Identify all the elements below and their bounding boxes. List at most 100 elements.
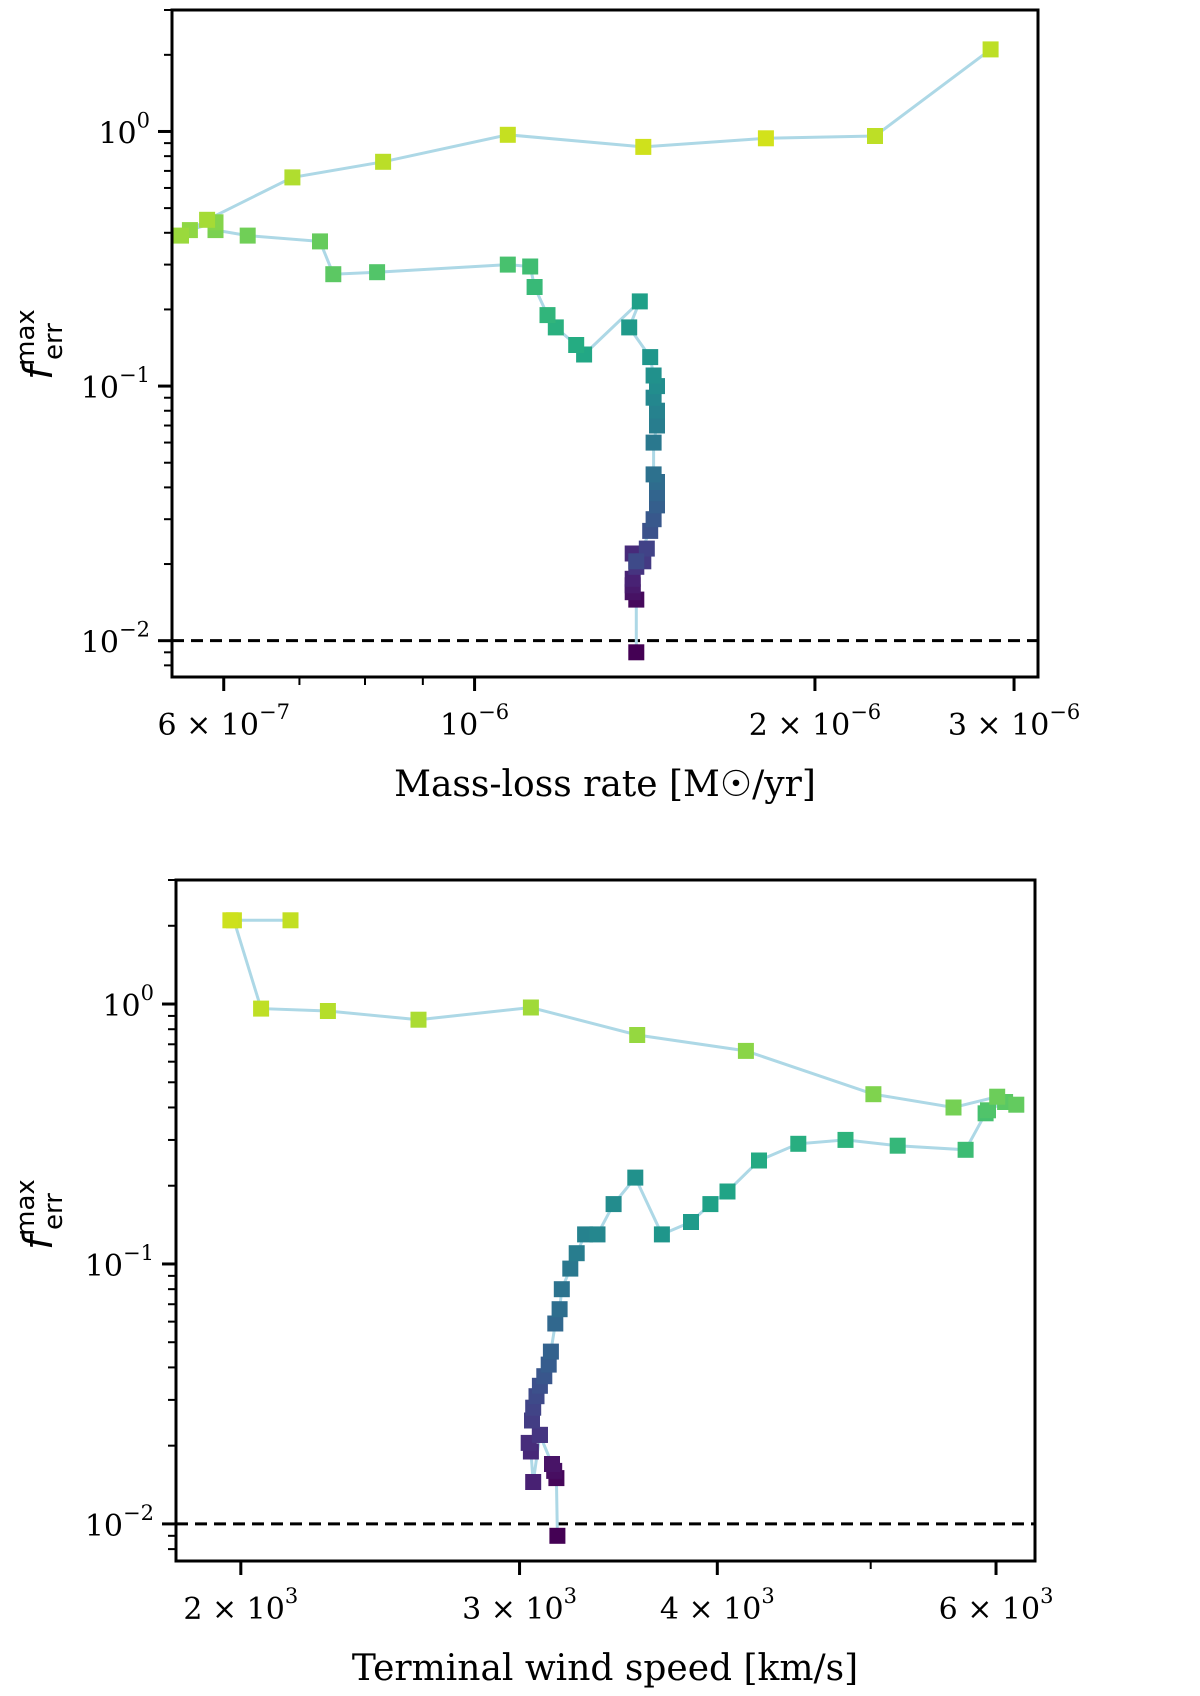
data-point bbox=[531, 1426, 548, 1443]
y-tick-label: 10−1 bbox=[81, 363, 150, 406]
data-point bbox=[522, 258, 539, 275]
data-point bbox=[522, 999, 539, 1016]
data-point bbox=[719, 1183, 736, 1200]
data-point bbox=[642, 349, 659, 366]
plot-marks bbox=[176, 912, 1035, 1544]
x-axis-label: Mass-loss rate [M☉/yr] bbox=[394, 764, 816, 805]
plot-marks bbox=[172, 41, 1038, 661]
data-point bbox=[253, 1000, 270, 1017]
data-point bbox=[568, 1245, 585, 1262]
plot-frame bbox=[174, 878, 1037, 1563]
data-point bbox=[638, 540, 655, 557]
data-point bbox=[605, 1196, 622, 1213]
data-point bbox=[683, 1214, 699, 1230]
x-tick-label: 3 × 10−6 bbox=[948, 700, 1080, 743]
y-axis-label-sup: max bbox=[11, 310, 41, 366]
data-point bbox=[369, 264, 386, 281]
data-point bbox=[649, 417, 665, 434]
data-point bbox=[540, 1356, 557, 1373]
data-point bbox=[645, 511, 662, 528]
data-point bbox=[222, 912, 239, 929]
svg-text:fmaxerr: fmaxerr bbox=[11, 310, 69, 380]
data-point bbox=[653, 1226, 670, 1243]
y-axis-label: fmaxerr bbox=[11, 310, 69, 380]
data-point bbox=[542, 1343, 559, 1360]
y-tick-label: 100 bbox=[102, 981, 154, 1024]
data-point bbox=[525, 1474, 542, 1490]
x-tick-label: 2 × 103 bbox=[183, 1584, 298, 1627]
mass-loss-rate-panel: 100 10−1 10−2 6 × 10−7 10−6 2 × 10−6 3 × 10−6… bbox=[11, 8, 1080, 805]
data-point bbox=[980, 1102, 996, 1119]
data-point bbox=[945, 1099, 962, 1116]
data-point bbox=[628, 553, 645, 570]
data-point bbox=[589, 1226, 606, 1243]
data-point bbox=[375, 153, 392, 170]
data-point bbox=[957, 1141, 974, 1158]
data-point bbox=[199, 211, 216, 228]
svg-text:fmaxerr: fmaxerr bbox=[11, 1180, 69, 1250]
data-point bbox=[982, 41, 999, 58]
data-point bbox=[649, 497, 665, 514]
data-point bbox=[524, 1412, 540, 1429]
x-tick-label: 6 × 10−7 bbox=[158, 700, 290, 743]
y-axis-label: fmaxerr bbox=[11, 1180, 69, 1250]
x-axis-ticks: 6 × 10−7 10−6 2 × 10−6 3 × 10−6 bbox=[158, 677, 1080, 743]
plot-frame bbox=[170, 8, 1040, 679]
data-point bbox=[751, 1152, 767, 1169]
data-point bbox=[284, 169, 301, 186]
data-point bbox=[319, 1003, 336, 1019]
wind-speed-panel: 100 10−1 10−2 2 × 103 3 × 103 4 × 103 6 × 103… bbox=[11, 878, 1053, 1689]
data-point bbox=[1008, 1096, 1025, 1113]
data-point bbox=[837, 1131, 854, 1148]
y-axis-ticks: 100 10−1 10−2 bbox=[85, 879, 176, 1551]
data-point bbox=[989, 1088, 1006, 1105]
data-point bbox=[553, 1281, 570, 1298]
data-point bbox=[547, 319, 564, 336]
x-tick-label: 3 × 103 bbox=[462, 1584, 577, 1627]
data-point bbox=[865, 1086, 882, 1103]
data-point bbox=[629, 1027, 646, 1043]
data-point bbox=[549, 1527, 566, 1544]
data-point bbox=[325, 266, 342, 283]
y-axis-label-sub: err bbox=[39, 1193, 69, 1230]
data-point bbox=[867, 128, 883, 144]
data-point bbox=[577, 1226, 594, 1243]
data-point bbox=[539, 307, 556, 324]
x-tick-label: 10−6 bbox=[440, 700, 509, 743]
data-point bbox=[239, 227, 256, 244]
data-point bbox=[645, 466, 662, 483]
y-tick-label: 10−2 bbox=[85, 1501, 154, 1544]
data-point bbox=[737, 1042, 754, 1059]
data-point bbox=[173, 227, 189, 244]
data-point bbox=[499, 256, 516, 273]
x-tick-label: 4 × 103 bbox=[660, 1584, 775, 1627]
x-tick-label: 2 × 10−6 bbox=[749, 700, 881, 743]
y-tick-label: 100 bbox=[98, 108, 150, 151]
y-axis-label-sub: err bbox=[39, 323, 69, 360]
y-axis-ticks: 100 10−1 10−2 bbox=[81, 9, 172, 667]
data-point bbox=[621, 319, 638, 336]
data-point bbox=[551, 1301, 568, 1318]
data-point bbox=[282, 912, 299, 929]
data-point bbox=[410, 1011, 427, 1028]
x-axis-label: Terminal wind speed [km/s] bbox=[352, 1648, 858, 1689]
data-point bbox=[562, 1260, 579, 1277]
data-point bbox=[631, 293, 648, 310]
data-point bbox=[757, 130, 774, 147]
y-tick-label: 10−2 bbox=[81, 618, 150, 661]
data-point bbox=[645, 434, 662, 451]
data-point bbox=[547, 1315, 564, 1332]
x-axis-ticks: 2 × 103 3 × 103 4 × 103 6 × 103 bbox=[183, 1561, 1053, 1627]
data-point bbox=[889, 1137, 906, 1154]
data-point bbox=[790, 1135, 807, 1152]
data-point bbox=[628, 644, 645, 661]
y-axis-label-sup: max bbox=[11, 1180, 41, 1236]
x-tick-label: 6 × 103 bbox=[939, 1584, 1054, 1627]
data-point bbox=[526, 279, 543, 295]
data-point bbox=[627, 1169, 644, 1186]
data-point bbox=[568, 337, 585, 353]
data-point bbox=[702, 1196, 719, 1213]
data-point bbox=[645, 367, 662, 384]
y-tick-label: 10−1 bbox=[85, 1241, 154, 1284]
